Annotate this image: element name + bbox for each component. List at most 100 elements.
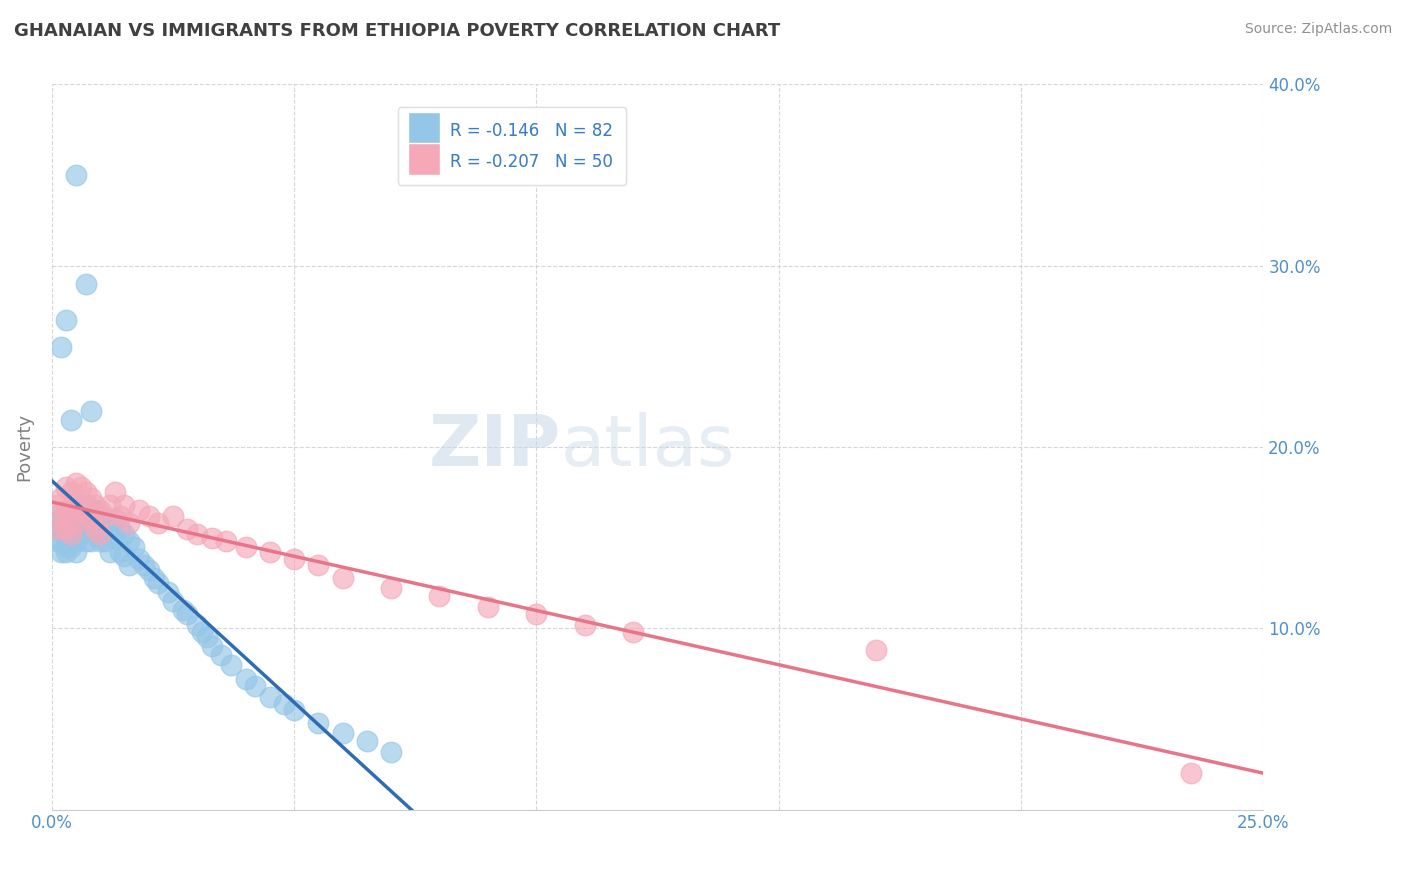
Point [84,522,107,536]
Point [60,527,83,541]
Legend: R = -0.146   N = 82, R = -0.207   N = 50: R = -0.146 N = 82, R = -0.207 N = 50 [398,107,626,185]
Point [157,585,180,599]
Point [1180,766,1202,780]
Point [65,476,87,491]
Point [75,485,97,500]
Point [75,522,97,536]
Point [195,630,218,644]
Point [104,485,127,500]
Point [65,498,87,512]
Point [69,516,91,530]
Point [51,545,73,559]
Point [215,534,238,549]
Point [84,512,107,526]
Point [138,563,160,577]
Point [75,508,97,523]
Point [186,617,208,632]
Point [104,531,127,545]
Point [79,503,101,517]
Point [65,168,87,182]
Point [60,516,83,530]
Point [201,640,224,654]
Point [55,516,77,530]
Point [60,485,83,500]
Point [574,617,596,632]
Point [380,745,402,759]
Point [55,545,77,559]
Point [84,527,107,541]
Point [118,534,141,549]
Point [332,726,354,740]
Point [104,512,127,526]
Point [89,534,111,549]
Point [172,603,194,617]
Point [79,534,101,549]
Point [98,522,121,536]
Point [94,508,117,523]
Point [75,508,97,523]
Point [865,643,887,657]
Point [89,522,111,536]
Point [108,522,131,536]
Point [55,480,77,494]
Point [128,503,150,517]
Point [84,503,107,517]
Point [65,516,87,530]
Point [45,498,67,512]
Point [201,531,224,545]
Point [51,512,73,526]
Point [98,498,121,512]
Point [148,576,170,591]
Point [94,534,117,549]
Point [94,516,117,530]
Point [79,512,101,526]
Text: Source: ZipAtlas.com: Source: ZipAtlas.com [1244,22,1392,37]
Text: GHANAIAN VS IMMIGRANTS FROM ETHIOPIA POVERTY CORRELATION CHART: GHANAIAN VS IMMIGRANTS FROM ETHIOPIA POV… [14,22,780,40]
Point [69,480,91,494]
Point [65,503,87,517]
Point [132,558,155,572]
Point [69,503,91,517]
Point [98,545,121,559]
Point [60,413,83,427]
Point [235,540,257,554]
Point [51,340,73,354]
Point [55,540,77,554]
Point [69,498,91,512]
Point [84,498,107,512]
Point [79,403,101,417]
Point [60,540,83,554]
Point [191,624,214,639]
Point [75,498,97,512]
Point [114,549,136,563]
Point [55,525,77,540]
Point [45,522,67,536]
Text: ZIP: ZIP [429,412,561,482]
Point [51,512,73,526]
Point [122,540,145,554]
Point [259,545,281,559]
Point [273,698,295,712]
Point [186,527,208,541]
Point [283,703,305,717]
Point [55,313,77,327]
Point [60,507,83,521]
Point [176,607,198,621]
Point [89,503,111,517]
Point [307,715,329,730]
Point [89,527,111,541]
Point [65,522,87,536]
Point [245,679,267,693]
Point [75,534,97,549]
Point [79,491,101,505]
Point [89,508,111,523]
Point [55,503,77,517]
Point [380,582,402,596]
Point [356,733,378,747]
Point [332,570,354,584]
Point [51,534,73,549]
Point [148,516,170,530]
Point [45,534,67,549]
Point [235,672,257,686]
Point [118,516,141,530]
